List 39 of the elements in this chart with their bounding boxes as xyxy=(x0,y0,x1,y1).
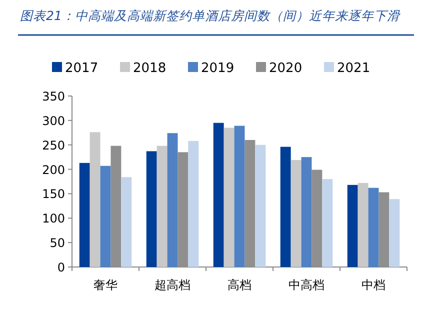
y-tick-label: 50 xyxy=(50,236,65,250)
bar xyxy=(224,128,234,267)
bar xyxy=(213,122,224,267)
x-tick-label: 中档 xyxy=(362,278,386,292)
bar xyxy=(368,188,379,267)
bar xyxy=(255,144,266,267)
bar xyxy=(358,182,368,267)
y-tick-label: 0 xyxy=(57,260,65,274)
legend-label: 2021 xyxy=(337,61,370,76)
bar xyxy=(347,184,358,267)
bar xyxy=(100,166,111,267)
y-tick-label: 200 xyxy=(42,162,65,177)
bar xyxy=(280,146,291,267)
legend-label: 2018 xyxy=(133,61,166,76)
y-tick-label: 150 xyxy=(42,187,65,202)
bar xyxy=(301,157,312,267)
legend-label: 2017 xyxy=(65,61,98,76)
bar xyxy=(290,160,302,267)
x-tick-label: 高档 xyxy=(228,278,252,292)
bar xyxy=(146,151,157,267)
y-tick-label: 250 xyxy=(42,138,65,152)
x-tick-label: 超高档 xyxy=(154,278,190,292)
bar xyxy=(322,179,333,267)
legend-label: 2019 xyxy=(201,61,234,76)
bar xyxy=(90,132,100,267)
y-tick-label: 300 xyxy=(42,114,65,128)
legend-label: 2020 xyxy=(269,61,302,76)
bar xyxy=(167,133,178,267)
bar xyxy=(156,146,168,267)
y-tick-label: 350 xyxy=(42,90,65,104)
x-tick-label: 奢华 xyxy=(94,278,118,292)
y-tick-label: 100 xyxy=(42,212,65,226)
bar xyxy=(188,140,199,267)
bar xyxy=(121,177,132,267)
bar xyxy=(389,199,400,267)
x-tick-label: 中高档 xyxy=(288,278,324,292)
bar xyxy=(234,126,245,267)
chart-title: 图表21：中高端及高端新签约单酒店房间数（间）近年来逐年下滑 xyxy=(20,8,401,23)
bar xyxy=(79,162,90,267)
